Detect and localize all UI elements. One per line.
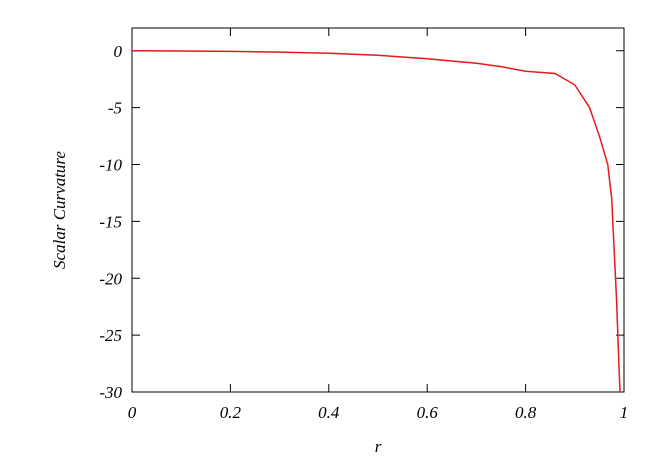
- x-tick-label: 0.4: [318, 403, 340, 422]
- y-tick-label: -5: [108, 99, 122, 118]
- x-tick-label: 0: [128, 403, 137, 422]
- x-tick-label: 0.2: [220, 403, 242, 422]
- y-tick-label: -10: [99, 156, 122, 175]
- y-tick-label: -25: [99, 326, 122, 345]
- x-tick-label: 1: [620, 403, 629, 422]
- data-line: [131, 50, 621, 393]
- x-axis-label: r: [375, 437, 382, 456]
- y-tick-label: -30: [99, 383, 122, 402]
- y-tick-label: -15: [99, 212, 122, 231]
- y-tick-label: 0: [114, 42, 123, 61]
- plot-frame: [131, 27, 625, 393]
- y-tick-label: -20: [99, 269, 122, 288]
- x-tick-label: 0.8: [515, 403, 537, 422]
- y-axis-label: Scalar Curvature: [50, 151, 69, 269]
- x-tick-label: 0.6: [417, 403, 439, 422]
